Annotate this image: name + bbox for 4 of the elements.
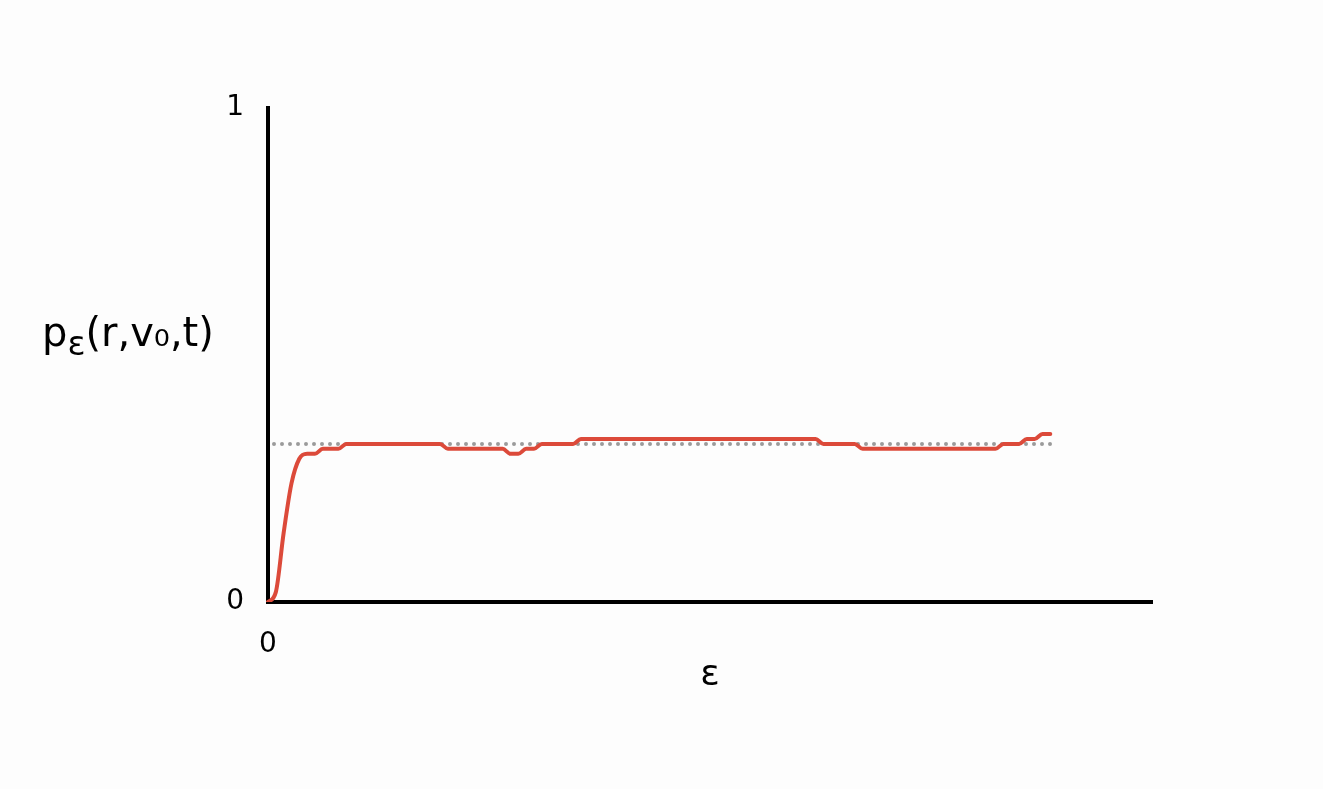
line-series [266, 432, 1053, 602]
y-axis-title: p$_{ε}$(r,v₀,t) [42, 308, 214, 364]
x-axis-title: ε [700, 651, 720, 693]
y-tick-label: 1 [226, 89, 244, 123]
